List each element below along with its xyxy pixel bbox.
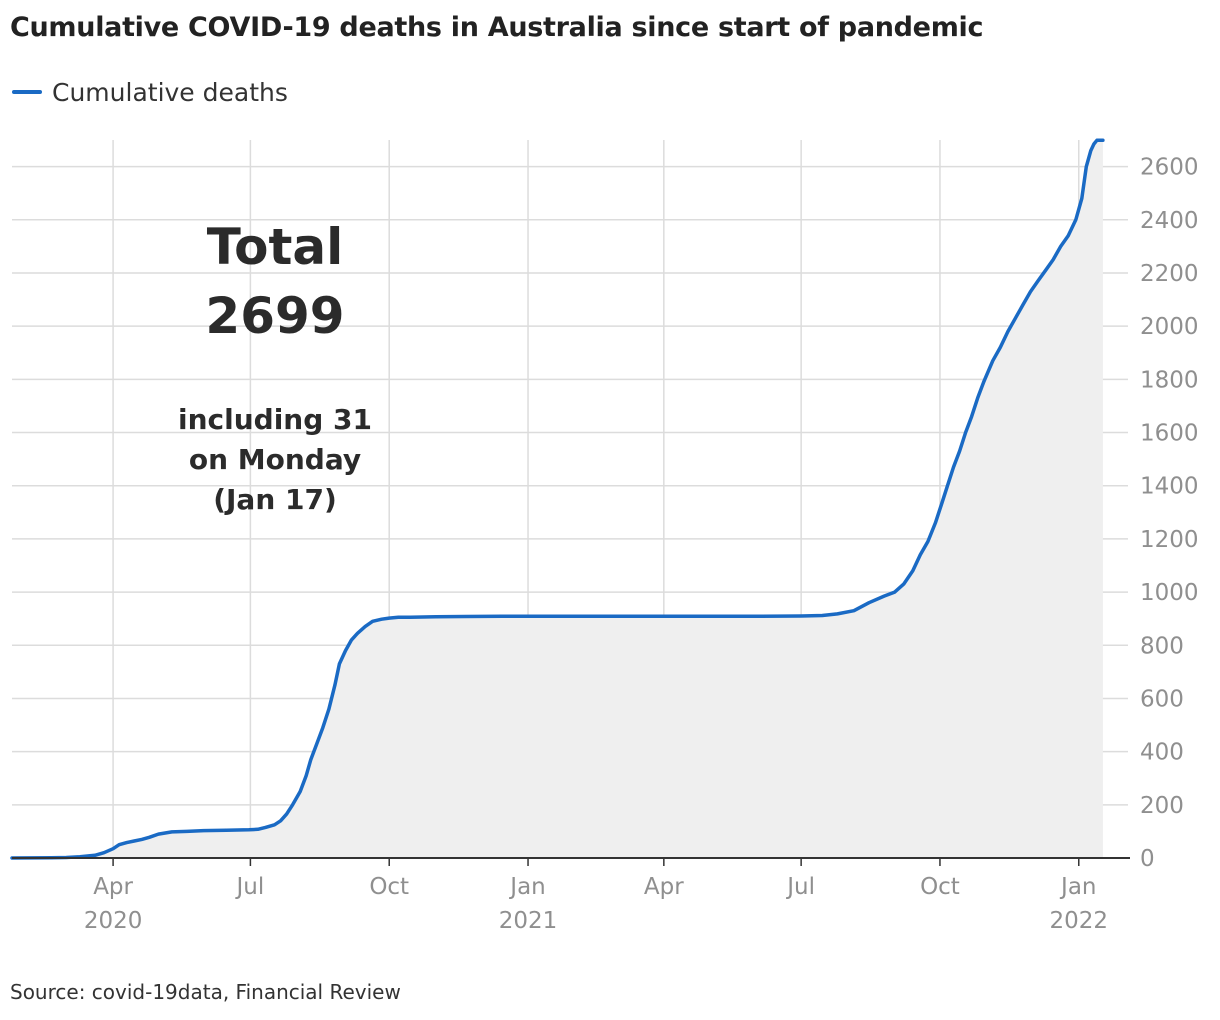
y-tick-label: 2000	[1140, 314, 1199, 340]
y-tick-label: 2600	[1140, 155, 1199, 181]
y-tick-label: 1200	[1140, 527, 1199, 553]
legend: Cumulative deaths	[12, 76, 288, 108]
annotation-total-label: Total	[207, 218, 344, 276]
x-tick-label: Oct	[920, 874, 960, 900]
x-year-label: 2022	[1049, 908, 1108, 934]
annotation-total-value: 2699	[205, 287, 344, 345]
x-year-label: 2021	[499, 908, 558, 934]
series-line-cumulative-deaths	[10, 138, 1105, 860]
y-tick-label: 0	[1140, 846, 1155, 872]
y-tick-label: 2200	[1140, 261, 1199, 287]
annotation-layer: Total 2699 including 31 on Monday (Jan 1…	[178, 218, 372, 516]
x-year-label: 2020	[84, 908, 143, 934]
legend-label: Cumulative deaths	[52, 77, 288, 107]
annotation-line-1: including 31	[178, 403, 372, 436]
annotation-line-3: (Jan 17)	[213, 483, 337, 516]
y-tick-label: 200	[1140, 793, 1184, 819]
area-layer	[12, 140, 1103, 859]
x-tick-label: Jul	[785, 874, 815, 900]
legend-swatch	[12, 90, 42, 94]
chart-title: Cumulative COVID-19 deaths in Australia …	[10, 12, 984, 43]
series-area	[12, 140, 1103, 859]
line-layer	[10, 138, 1105, 860]
y-tick-label: 800	[1140, 633, 1184, 659]
y-tick-label: 400	[1140, 740, 1184, 766]
annotation-line-2: on Monday	[189, 443, 361, 476]
x-tick-label: Jan	[1059, 874, 1096, 900]
x-tick-label: Apr	[644, 874, 684, 900]
x-tick-label: Oct	[369, 874, 409, 900]
axis-layer: 0 200 400 600 800 1000 1200 1400 1600 1800 2000 220…	[12, 155, 1199, 934]
source-note: Source: covid-19data, Financial Review	[10, 980, 401, 1004]
x-tick-label: Jan	[508, 874, 545, 900]
y-tick-label: 1600	[1140, 421, 1199, 447]
y-tick-label: 1000	[1140, 580, 1199, 606]
y-tick-label: 600	[1140, 686, 1184, 712]
y-tick-label: 2400	[1140, 208, 1199, 234]
x-tick-label: Apr	[93, 874, 133, 900]
y-tick-label: 1400	[1140, 474, 1199, 500]
y-tick-label: 1800	[1140, 367, 1199, 393]
x-tick-label: Jul	[235, 874, 265, 900]
